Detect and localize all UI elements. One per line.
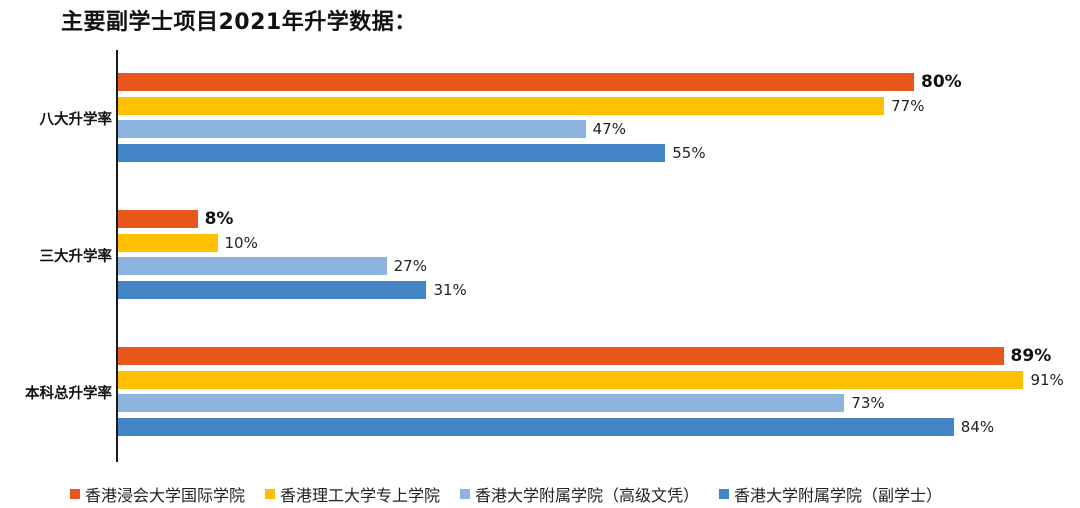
legend-swatch-icon [719,489,730,499]
data-label: 73% [851,394,885,412]
data-label: 55% [672,143,706,162]
bar [118,233,218,252]
legend-item: 香港大学附属学院（高级文凭） [460,482,699,506]
legend-item: 香港理工大学专上学院 [265,482,440,506]
legend-label: 香港理工大学专上学院 [280,486,441,505]
category-label: 八大升学率 [39,112,113,128]
legend-swatch-icon [265,489,276,499]
bar [118,73,914,91]
data-label: 91% [1030,370,1064,389]
data-label: 89% [1010,346,1052,366]
legend-swatch-icon [70,489,80,499]
bar [118,257,387,275]
bar [118,210,198,228]
data-label: 31% [433,280,467,299]
bar [118,280,427,299]
legend-label: 香港浸会大学国际学院 [85,486,246,505]
data-label: 8% [204,209,234,229]
bar [118,143,666,162]
y-axis-line [116,50,118,462]
category-label: 本科总升学率 [25,386,112,402]
bar [118,394,845,412]
legend: 香港浸会大学国际学院 香港理工大学专上学院 香港大学附属学院（高级文凭） 香港大学附属… [70,482,962,506]
data-label: 10% [224,233,258,252]
data-label: 84% [960,417,995,436]
bar [118,370,1024,389]
chart-title: 主要副学士项目2021年升学数据： [61,10,417,35]
data-label: 77% [891,96,925,115]
bar [118,96,885,115]
bar [118,417,954,436]
legend-item: 香港大学附属学院（副学士） [719,482,942,506]
legend-label: 香港大学附属学院（副学士） [734,486,943,505]
legend-item: 香港浸会大学国际学院 [70,482,245,506]
data-label: 80% [921,72,962,92]
data-label: 27% [393,257,427,275]
bar [118,347,1004,365]
legend-label: 香港大学附属学院（高级文凭） [475,486,700,505]
bar [118,120,586,138]
category-label: 三大升学率 [39,249,113,265]
legend-swatch-icon [460,489,471,499]
data-label: 47% [592,120,626,138]
